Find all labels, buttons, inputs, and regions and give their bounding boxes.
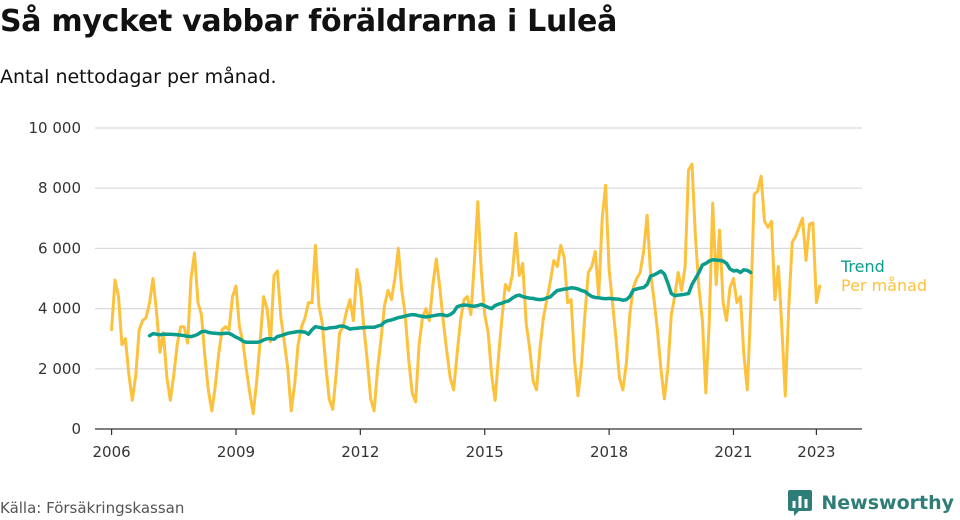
x-tick-label: 2018: [590, 443, 628, 461]
x-tick-label: 2023: [797, 443, 835, 461]
axes: 0 2 000 4 000 6 000 8 000 10 000 2006 2009 2012 2…: [29, 119, 862, 461]
gridlines: [95, 127, 862, 370]
chart-title: Så mycket vabbar föräldrarna i Luleå: [0, 4, 618, 39]
series-label-monthly: Per månad: [841, 276, 927, 295]
y-tick-label: 10 000: [29, 119, 82, 137]
y-tick-label: 2 000: [38, 360, 81, 378]
series-label-trend: Trend: [840, 257, 885, 276]
x-tick-label: 2015: [466, 443, 504, 461]
x-tick-label: 2012: [341, 443, 379, 461]
y-tick-label: 8 000: [38, 179, 81, 197]
newsworthy-logo-icon: [788, 490, 813, 516]
brand-name: Newsworthy: [821, 492, 954, 514]
x-tick-label: 2009: [217, 443, 255, 461]
series: [110, 162, 822, 416]
chart-subtitle: Antal nettodagar per månad.: [0, 66, 277, 88]
y-tick-label: 4 000: [38, 300, 81, 318]
x-tick-label: 2021: [714, 443, 752, 461]
x-tick-label: 2006: [92, 443, 130, 461]
y-tick-label: 0: [71, 420, 81, 438]
brand-logo: Newsworthy: [787, 489, 954, 517]
series-line-monthly: [110, 162, 822, 416]
source-note: Källa: Försäkringskassan: [0, 499, 185, 517]
series-line-trend: [147, 258, 753, 345]
y-tick-label: 6 000: [38, 239, 81, 257]
